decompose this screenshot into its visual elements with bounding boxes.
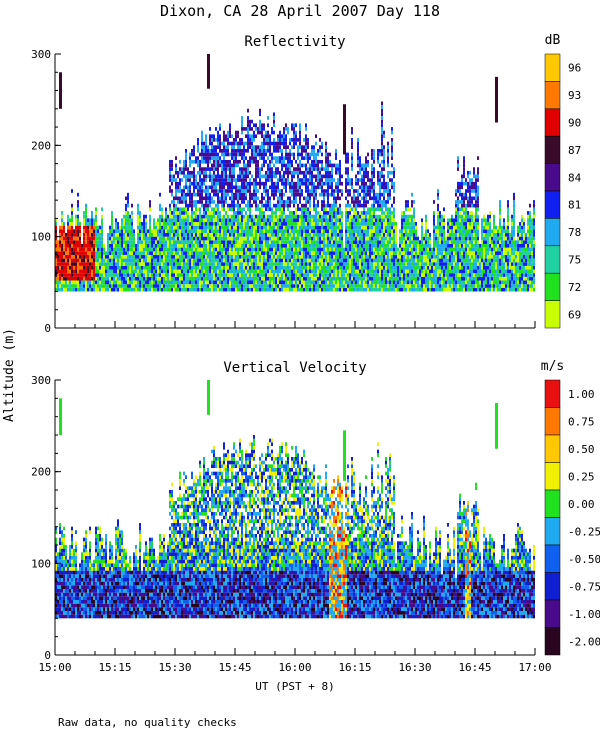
colorbar-swatch <box>544 407 561 436</box>
colorbar-swatch <box>544 81 561 110</box>
colorbar-swatch <box>544 135 561 164</box>
colorbar-swatch <box>544 108 561 137</box>
colorbar-swatch <box>544 272 561 301</box>
x-tick-label: 15:00 <box>38 661 71 674</box>
colorbar-label: 0.50 <box>568 443 595 456</box>
data-field <box>55 380 535 619</box>
colorbar-label: 69 <box>568 308 581 321</box>
colorbar-label: 72 <box>568 281 581 294</box>
colorbar-label: -2.00 <box>568 635 600 648</box>
x-tick-label: 16:30 <box>398 661 431 674</box>
y-tick-label: 200 <box>31 466 51 479</box>
colorbar-label: 87 <box>568 144 581 157</box>
colorbar-label: 0.00 <box>568 498 595 511</box>
data-field <box>55 54 535 292</box>
x-tick-label: 15:15 <box>98 661 131 674</box>
shared-y-axis-label: Altitude (m) <box>2 328 17 422</box>
x-tick-label: 16:45 <box>458 661 491 674</box>
colorbar-label: 84 <box>568 171 582 184</box>
y-tick-label: 300 <box>31 374 51 387</box>
colorbar-label: 81 <box>568 199 581 212</box>
colorbar-label: 0.25 <box>568 470 595 483</box>
y-tick-label: 200 <box>31 139 51 152</box>
x-tick-label: 15:45 <box>218 661 251 674</box>
colorbar-swatch <box>544 627 561 656</box>
panel-title: Reflectivity <box>244 34 345 50</box>
colorbar-label: 78 <box>568 226 581 239</box>
colorbar-swatch <box>544 572 561 601</box>
x-tick-label: 16:00 <box>278 661 311 674</box>
y-tick-label: 100 <box>31 231 51 244</box>
colorbar-swatch <box>544 53 561 82</box>
panel-title: Vertical Velocity <box>223 360 366 376</box>
colorbar-label: -0.50 <box>568 553 600 566</box>
y-tick-label: 100 <box>31 557 51 570</box>
colorbar-label: 96 <box>568 62 581 75</box>
vertical-velocity-panel: Vertical Velocity 0 100 200 300 15:00 15:15 15:… <box>31 359 600 693</box>
colorbar-swatch <box>544 489 561 518</box>
colorbar-label: 1.00 <box>568 388 595 401</box>
colorbar-label: -0.25 <box>568 525 600 538</box>
colorbar-swatch <box>544 379 561 408</box>
colorbar-unit: m/s <box>541 359 564 374</box>
colorbar-swatch <box>544 300 561 329</box>
colorbar-swatch <box>544 218 561 247</box>
y-tick-label: 0 <box>44 322 51 335</box>
x-axis-label: UT (PST + 8) <box>255 680 334 693</box>
y-tick-label: 0 <box>44 649 51 662</box>
colorbar-label: 0.75 <box>568 415 595 428</box>
colorbar-label: -1.00 <box>568 608 600 621</box>
colorbar-swatch <box>544 245 561 274</box>
colorbar-label: 75 <box>568 254 581 267</box>
colorbar-swatch <box>544 462 561 491</box>
y-tick-label: 300 <box>31 48 51 61</box>
x-tick-label: 15:30 <box>158 661 191 674</box>
colorbar-label: 90 <box>568 117 581 130</box>
colorbar-swatch <box>544 163 561 192</box>
figure-title: Dixon, CA 28 April 2007 Day 118 <box>160 2 440 20</box>
colorbar-swatch <box>544 434 561 463</box>
colorbar-swatch <box>544 599 561 628</box>
colorbar-swatch <box>544 517 561 546</box>
colorbar-swatch <box>544 190 561 219</box>
x-tick-label: 16:15 <box>338 661 371 674</box>
colorbar-swatch <box>544 544 561 573</box>
colorbar-label: -0.75 <box>568 580 600 593</box>
reflectivity-panel: Reflectivity 0 100 200 300 dB 96 93 90 87 84 81 78 75… <box>31 33 581 335</box>
footnote: Raw data, no quality checks <box>58 716 237 729</box>
x-tick-label: 17:00 <box>518 661 551 674</box>
colorbar-unit: dB <box>545 33 561 48</box>
colorbar-label: 93 <box>568 89 581 102</box>
